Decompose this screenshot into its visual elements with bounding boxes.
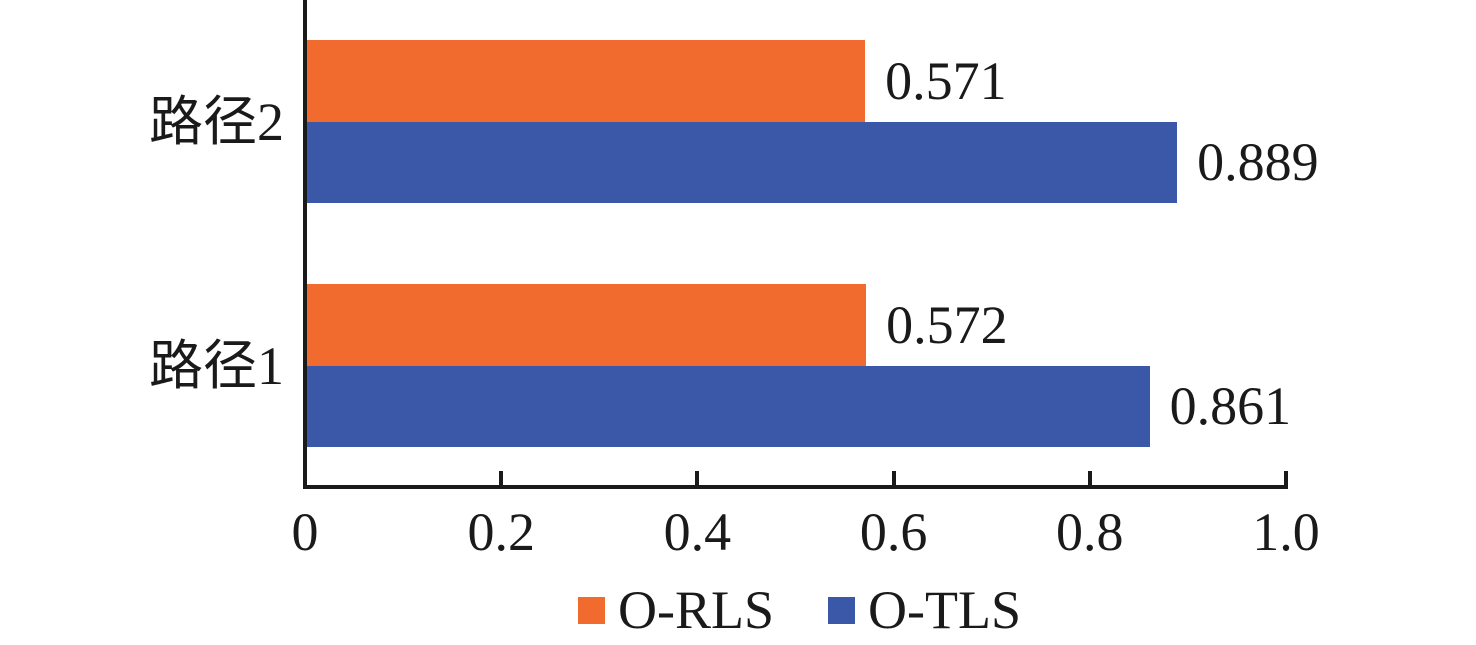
x-tick-label: 0.6 — [859, 502, 928, 562]
x-tick — [891, 471, 896, 485]
x-tick-label: 0.4 — [663, 502, 732, 562]
legend-label: O-TLS — [868, 580, 1021, 640]
x-tick — [499, 471, 504, 485]
x-tick-label: 0 — [291, 502, 319, 562]
legend-swatch-icon — [828, 596, 856, 624]
x-tick-label: 0.2 — [467, 502, 535, 562]
bar — [307, 121, 1178, 203]
legend-item: O-TLS — [828, 583, 1021, 637]
bar — [307, 284, 867, 366]
category-label: 路径2 — [149, 91, 284, 152]
legend-label: O-RLS — [618, 580, 775, 640]
x-axis-line — [303, 485, 1288, 489]
value-label: 0.571 — [885, 50, 1007, 111]
x-tick — [1087, 471, 1092, 485]
x-tick-label: 1.0 — [1252, 502, 1320, 562]
legend-swatch-icon — [578, 596, 605, 624]
value-label: 0.572 — [886, 294, 1008, 355]
x-tick — [1284, 471, 1288, 485]
category-label: 路径1 — [149, 335, 284, 396]
value-label: 0.861 — [1169, 376, 1292, 437]
legend: O-RLS O-TLS — [307, 583, 1292, 637]
legend-item: O-RLS — [578, 583, 774, 637]
x-tick-label: 0.8 — [1056, 502, 1124, 562]
bar — [307, 40, 866, 122]
bar — [307, 365, 1150, 447]
value-label: 0.889 — [1197, 132, 1319, 193]
y-axis-line — [303, 0, 307, 489]
x-tick — [695, 471, 700, 485]
